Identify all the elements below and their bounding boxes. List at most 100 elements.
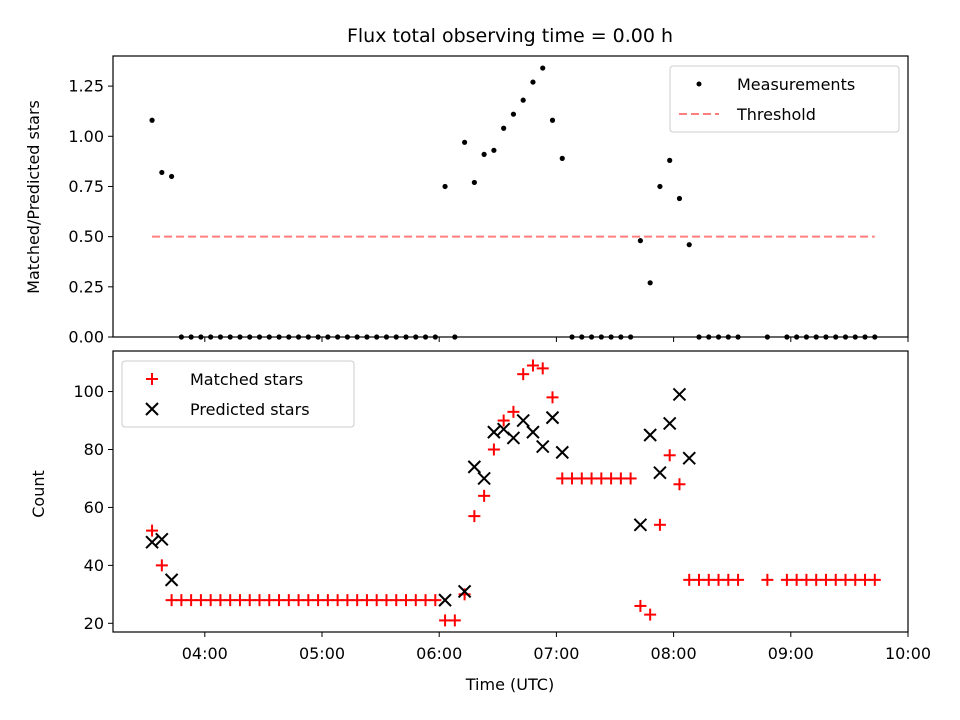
measurements-point bbox=[501, 125, 507, 131]
measurements-point bbox=[549, 117, 556, 123]
predicted-stars-point bbox=[516, 413, 530, 428]
x-tick-label: 04:00 bbox=[182, 644, 228, 663]
x-axis-label: Time (UTC) bbox=[465, 675, 554, 694]
matched-stars-point bbox=[478, 489, 491, 502]
predicted-stars-point bbox=[506, 431, 521, 445]
measurements-point bbox=[491, 147, 497, 153]
ratio-y-axis-label: Matched/Predicted stars bbox=[24, 100, 43, 294]
matched-stars-point bbox=[517, 368, 530, 381]
measurements-point bbox=[159, 169, 165, 176]
matched-stars-point bbox=[468, 510, 481, 523]
predicted-stars-point bbox=[526, 425, 540, 439]
x-tick-label: 07:00 bbox=[533, 644, 579, 663]
ratio-y-tick-label: 0.50 bbox=[68, 227, 104, 246]
predicted-stars-point bbox=[145, 535, 159, 549]
predicted-stars-point bbox=[487, 425, 501, 439]
x-tick-label: 10:00 bbox=[885, 644, 931, 663]
predicted-stars-point bbox=[467, 460, 482, 474]
ratio-y-tick-label: 0.25 bbox=[68, 277, 104, 296]
measurements-point bbox=[510, 111, 517, 117]
matched-stars-point bbox=[663, 449, 676, 462]
matched-stars-point bbox=[546, 391, 559, 404]
measurements-point bbox=[442, 183, 448, 190]
measurements-point bbox=[667, 157, 673, 163]
predicted-stars-point bbox=[477, 471, 491, 486]
matched-stars-point bbox=[673, 478, 686, 491]
count-y-tick-label: 100 bbox=[73, 382, 104, 401]
predicted-stars-point bbox=[545, 410, 560, 425]
predicted-stars-point bbox=[155, 532, 169, 547]
ratio-y-tick-label: 1.00 bbox=[68, 127, 104, 146]
matched-stars-point bbox=[487, 443, 500, 456]
predicted-stars-point bbox=[438, 593, 452, 607]
measurements-point bbox=[461, 139, 468, 145]
ratio-y-tick-label: 0.75 bbox=[68, 177, 104, 196]
matched-stars-point bbox=[624, 472, 637, 485]
matched-stars-point bbox=[146, 524, 159, 537]
predicted-stars-point bbox=[653, 465, 667, 480]
predicted-legend-label: Predicted stars bbox=[190, 400, 310, 419]
measurements-legend-marker bbox=[696, 81, 702, 87]
matched-stars-point bbox=[644, 608, 657, 621]
count-y-tick-label: 80 bbox=[84, 440, 104, 459]
predicted-stars-point bbox=[536, 439, 550, 454]
count-axis-ticks: 20 40 60 80 100 04:00 05:00 06:00 07:00 08:00 09:0… bbox=[73, 382, 931, 663]
predicted-stars-point bbox=[682, 451, 696, 465]
predicted-stars-point bbox=[662, 416, 677, 431]
matched-stars-point bbox=[732, 573, 745, 586]
ratio-axes-frame bbox=[112, 55, 909, 338]
predicted-legend-marker bbox=[145, 402, 159, 416]
measurements-point bbox=[676, 195, 683, 202]
count-panel: 20 40 60 80 100 04:00 05:00 06:00 07:00 08:00 09:0… bbox=[29, 350, 931, 694]
ratio-y-tick-label: 1.25 bbox=[68, 77, 104, 96]
measurements-point bbox=[686, 242, 692, 248]
count-y-tick-label: 40 bbox=[84, 556, 104, 575]
measurements-point bbox=[520, 97, 526, 103]
ratio-legend-box bbox=[669, 65, 900, 133]
measurements-point bbox=[647, 280, 653, 286]
matched-stars-point bbox=[868, 573, 881, 586]
predicted-stars-point bbox=[164, 573, 179, 587]
measurements-legend-label: Measurements bbox=[737, 75, 855, 94]
count-y-tick-label: 20 bbox=[84, 614, 104, 633]
predicted-stars-point bbox=[633, 518, 648, 532]
x-tick-label: 06:00 bbox=[416, 644, 462, 663]
count-y-tick-label: 60 bbox=[84, 498, 104, 517]
ratio-axis-ticks: 0.00 0.25 0.50 0.75 1.00 1.25 bbox=[68, 77, 909, 347]
measurements-point bbox=[149, 117, 155, 123]
measurements-point bbox=[530, 79, 536, 85]
matched-stars-point bbox=[448, 614, 461, 627]
predicted-stars-point bbox=[643, 428, 657, 442]
matched-stars-point bbox=[429, 594, 442, 607]
ratio-y-tick-label: 0.00 bbox=[68, 328, 104, 347]
predicted-stars-point bbox=[555, 445, 569, 460]
matched-stars-point bbox=[653, 518, 666, 531]
count-axes-frame bbox=[112, 350, 909, 633]
x-tick-label: 08:00 bbox=[651, 644, 697, 663]
measurements-point bbox=[657, 183, 663, 190]
measurements-point bbox=[637, 238, 643, 244]
matched-stars-point bbox=[536, 362, 549, 375]
measurements-point bbox=[168, 173, 175, 180]
count-legend: Matched stars Predicted stars bbox=[121, 360, 355, 428]
measurements-point bbox=[559, 155, 565, 161]
matched-stars-point bbox=[155, 559, 168, 572]
x-tick-label: 05:00 bbox=[299, 644, 345, 663]
ratio-panel: Flux total observing time = 0.00 h 0.000… bbox=[24, 25, 909, 347]
ratio-legend: Measurements Threshold bbox=[669, 65, 900, 133]
count-plot-area bbox=[145, 359, 881, 627]
measurements-point bbox=[481, 151, 487, 157]
x-tick-label: 09:00 bbox=[768, 644, 814, 663]
matched-legend-marker bbox=[146, 373, 158, 385]
count-legend-box bbox=[121, 360, 355, 428]
matched-stars-point bbox=[526, 359, 539, 372]
threshold-legend-label: Threshold bbox=[736, 105, 816, 124]
count-y-axis-label: Count bbox=[29, 470, 48, 518]
measurements-point bbox=[540, 65, 546, 71]
matched-stars-point bbox=[497, 414, 510, 427]
chart-title: Flux total observing time = 0.00 h bbox=[347, 25, 673, 47]
matched-stars-point bbox=[507, 405, 520, 418]
matched-legend-label: Matched stars bbox=[190, 370, 303, 389]
measurements-point bbox=[471, 179, 477, 186]
